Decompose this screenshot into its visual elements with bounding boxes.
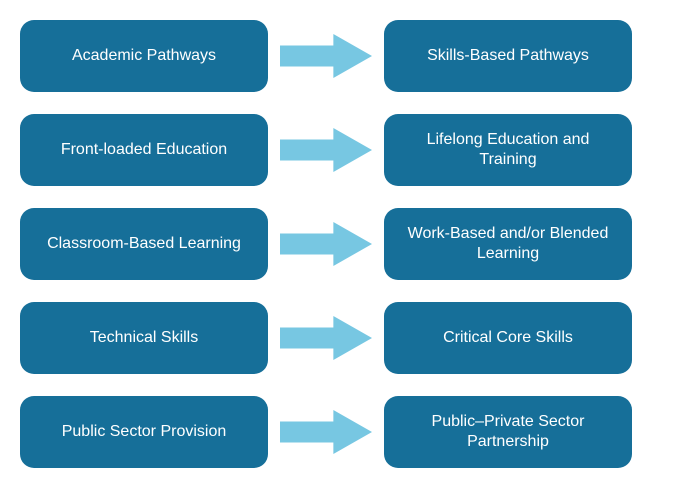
left-label: Technical Skills	[90, 328, 198, 348]
left-box: Academic Pathways	[20, 20, 268, 92]
arrow-icon	[280, 316, 372, 360]
left-box: Front-loaded Education	[20, 114, 268, 186]
diagram-row: Front-loaded Education Lifelong Educatio…	[20, 114, 665, 186]
left-box: Classroom-Based Learning	[20, 208, 268, 280]
left-label: Public Sector Provision	[62, 422, 227, 442]
diagram-row: Classroom-Based Learning Work-Based and/…	[20, 208, 665, 280]
arrow-icon	[280, 222, 372, 266]
right-label: Lifelong Education and Training	[398, 130, 618, 170]
left-label: Academic Pathways	[72, 46, 216, 66]
left-label: Classroom-Based Learning	[47, 234, 241, 254]
left-box: Public Sector Provision	[20, 396, 268, 468]
right-label: Work-Based and/or Blended Learning	[398, 224, 618, 264]
arrow-icon	[280, 34, 372, 78]
diagram-row: Public Sector Provision Public–Private S…	[20, 396, 665, 468]
right-label: Public–Private Sector Partnership	[398, 412, 618, 452]
right-label: Critical Core Skills	[443, 328, 573, 348]
right-box: Lifelong Education and Training	[384, 114, 632, 186]
right-box: Critical Core Skills	[384, 302, 632, 374]
diagram-row: Academic Pathways Skills-Based Pathways	[20, 20, 665, 92]
transition-diagram: Academic Pathways Skills-Based Pathways …	[20, 20, 665, 468]
diagram-row: Technical Skills Critical Core Skills	[20, 302, 665, 374]
left-label: Front-loaded Education	[61, 140, 227, 160]
arrow-icon	[280, 410, 372, 454]
right-box: Public–Private Sector Partnership	[384, 396, 632, 468]
right-box: Skills-Based Pathways	[384, 20, 632, 92]
arrow-icon	[280, 128, 372, 172]
right-label: Skills-Based Pathways	[427, 46, 589, 66]
left-box: Technical Skills	[20, 302, 268, 374]
right-box: Work-Based and/or Blended Learning	[384, 208, 632, 280]
